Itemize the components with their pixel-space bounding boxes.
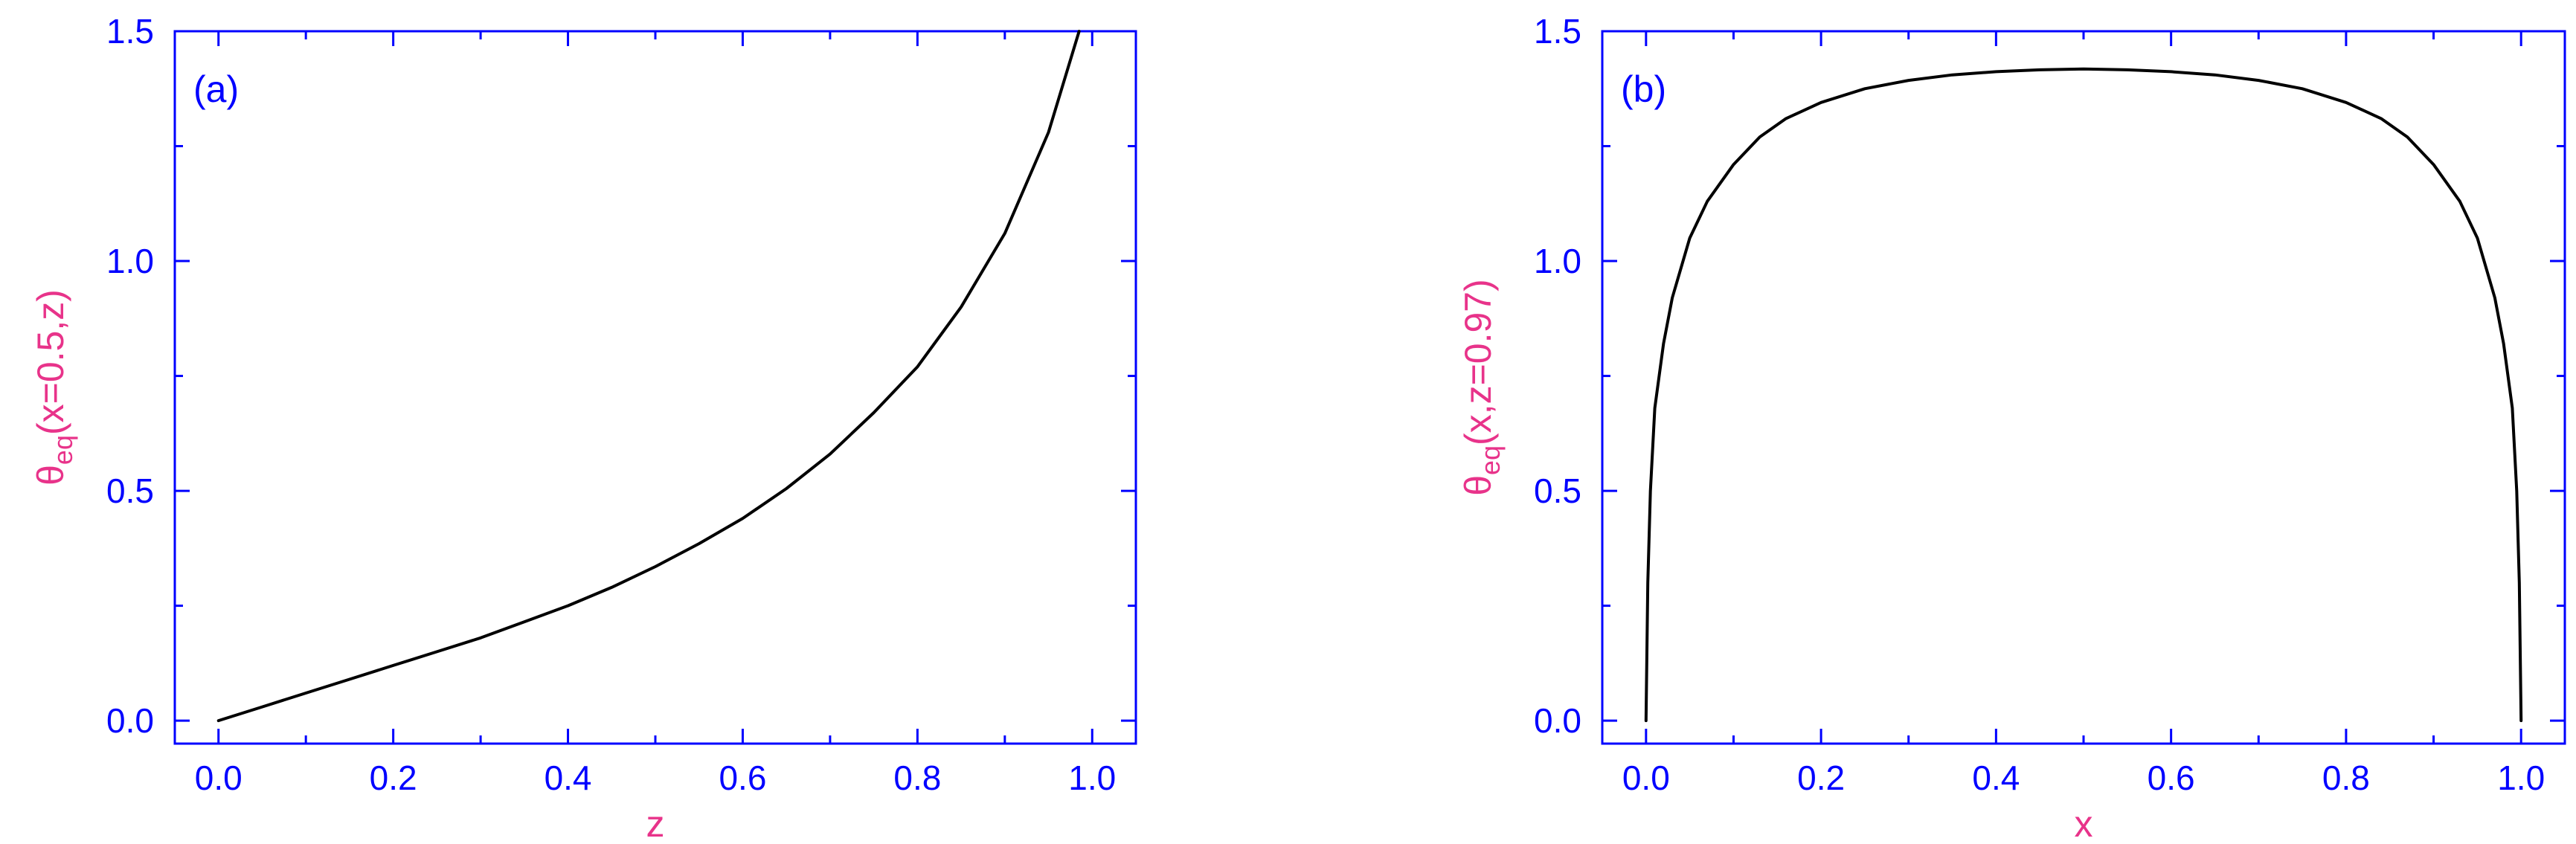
x-tick-label: 1.0 — [1068, 758, 1116, 797]
x-tick-label: 0.6 — [2148, 758, 2195, 797]
y-axis-label: θeq(x,z=0.97) — [1457, 279, 1506, 496]
x-tick-label: 0.8 — [893, 758, 941, 797]
x-tick-label: 0.6 — [719, 758, 766, 797]
chart-panel-a: 0.0 0.2 0.4 0.6 0.8 1.0 0.0 0.5 1.0 1.5 (a) z θeq(x=… — [30, 12, 1137, 844]
y-tick-label: 1.0 — [106, 242, 154, 280]
x-tick-label: 0.4 — [1972, 758, 2020, 797]
x-tick-label: 0.2 — [1797, 758, 1845, 797]
x-tick-label: 0.0 — [195, 758, 242, 797]
y-tick-label: 0.5 — [1534, 471, 1581, 510]
y-tick-label: 0.5 — [106, 471, 154, 510]
x-axis-label: z — [646, 803, 665, 844]
series-line — [216, 30, 1081, 723]
x-tick-label: 0.0 — [1622, 758, 1670, 797]
y-tick-label: 0.0 — [1534, 701, 1581, 740]
x-tick-label: 1.0 — [2497, 758, 2545, 797]
panel-label: (b) — [1621, 68, 1666, 110]
y-tick-label: 0.0 — [106, 701, 154, 740]
y-tick-label: 1.5 — [106, 12, 154, 51]
y-tick-label: 1.5 — [1534, 12, 1581, 51]
x-tick-label: 0.8 — [2322, 758, 2370, 797]
plot-frame — [173, 30, 1137, 745]
x-tick-label: 0.2 — [370, 758, 417, 797]
y-tick-label: 1.0 — [1534, 242, 1581, 280]
x-tick-label: 0.4 — [545, 758, 592, 797]
plot-frame — [1601, 30, 2566, 745]
panel-label: (a) — [193, 68, 239, 110]
chart-panel-b: 0.0 0.2 0.4 0.6 0.8 1.0 0.0 0.5 1.0 1.5 (b) x θeq(x,… — [1457, 12, 2566, 844]
y-axis-label: θeq(x=0.5,z) — [30, 289, 78, 486]
series-line — [1644, 67, 2523, 723]
x-axis-label: x — [2075, 803, 2093, 844]
